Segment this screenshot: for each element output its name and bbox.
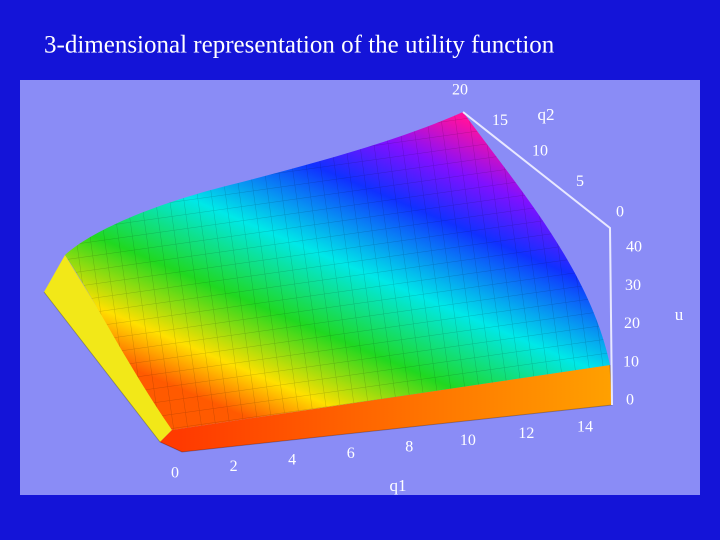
x-axis-label: q1 — [390, 476, 407, 495]
y-tick-label: 10 — [532, 143, 548, 160]
x-tick-label: 2 — [230, 458, 238, 475]
x-tick-label: 12 — [518, 425, 534, 442]
z-axis-label: u — [675, 305, 684, 324]
x-tick-label: 4 — [288, 452, 296, 469]
axis-line — [462, 111, 613, 406]
z-tick-label: 0 — [626, 392, 634, 409]
x-tick-label: 14 — [577, 419, 593, 436]
x-tick-label: 6 — [347, 445, 355, 462]
surface — [43, 112, 613, 453]
surface-front-face — [160, 365, 612, 452]
surface-left-face — [44, 255, 172, 442]
x-tick-label: 10 — [460, 432, 476, 449]
slide-title: 3-dimensional representation of the util… — [44, 32, 555, 59]
y-tick-label: 15 — [492, 112, 508, 129]
x-tick-label: 0 — [171, 465, 179, 482]
z-tick-label: 40 — [626, 239, 642, 256]
y-tick-label: 20 — [452, 82, 468, 99]
z-tick-label: 20 — [624, 315, 640, 332]
y-tick-label: 0 — [616, 204, 624, 221]
y-tick-label: 5 — [576, 173, 584, 190]
z-tick-label: 30 — [625, 277, 641, 294]
surface-grid — [65, 112, 610, 430]
z-tick-label: 10 — [623, 353, 639, 370]
axis-labels: 0 2 4 6 8 10 12 14 0 5 10 15 20 0 10 20 30 40 q1 q2 u — [171, 82, 684, 495]
x-tick-label: 8 — [405, 438, 413, 455]
y-axis-label: q2 — [538, 105, 555, 124]
